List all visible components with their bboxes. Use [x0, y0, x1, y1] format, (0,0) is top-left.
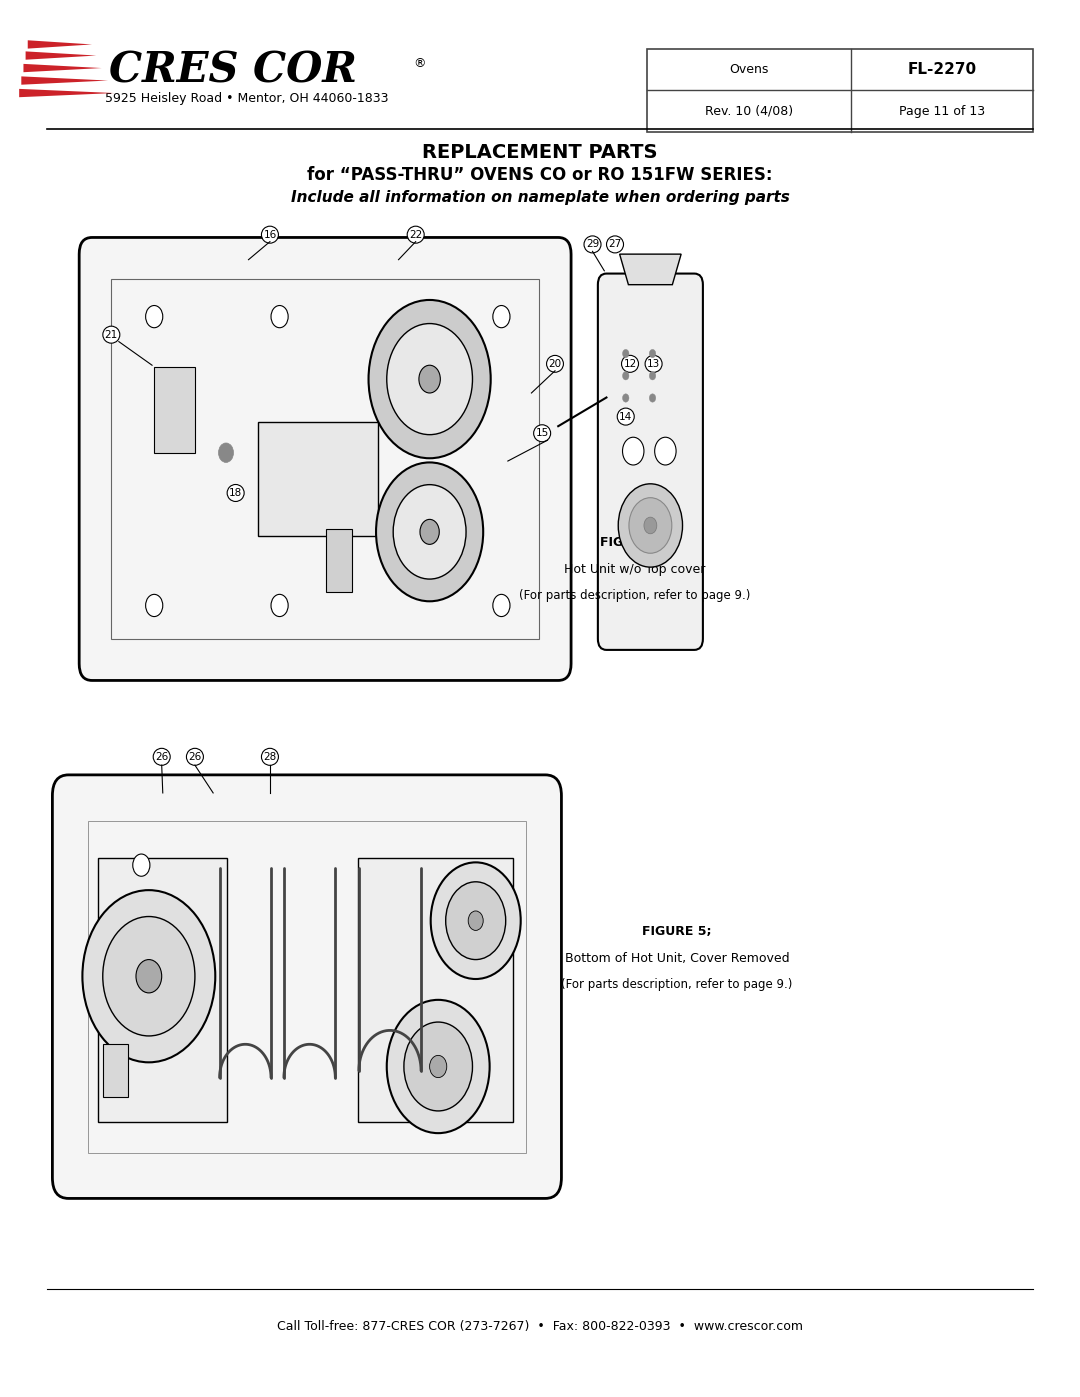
- Bar: [258, 422, 378, 536]
- Text: 21: 21: [105, 330, 118, 339]
- Text: Ovens: Ovens: [729, 63, 769, 75]
- Circle shape: [376, 462, 483, 601]
- Circle shape: [629, 497, 672, 553]
- Polygon shape: [28, 41, 92, 49]
- Polygon shape: [22, 77, 108, 85]
- Circle shape: [622, 372, 629, 380]
- Circle shape: [469, 911, 483, 930]
- Circle shape: [446, 882, 505, 960]
- Text: 29: 29: [585, 239, 599, 250]
- Text: REPLACEMENT PARTS: REPLACEMENT PARTS: [422, 144, 658, 162]
- Text: 12: 12: [623, 359, 636, 369]
- Text: Page 11 of 13: Page 11 of 13: [899, 105, 985, 117]
- Text: 5925 Heisley Road • Mentor, OH 44060-1833: 5925 Heisley Road • Mentor, OH 44060-183…: [105, 92, 389, 105]
- Circle shape: [146, 306, 163, 328]
- Polygon shape: [26, 52, 96, 60]
- Circle shape: [133, 854, 150, 876]
- Circle shape: [649, 372, 656, 380]
- Bar: [326, 529, 352, 591]
- Circle shape: [420, 520, 440, 545]
- Text: Hot Unit w/o Top cover: Hot Unit w/o Top cover: [564, 563, 705, 576]
- Text: Rev. 10 (4/08): Rev. 10 (4/08): [705, 105, 793, 117]
- Text: 15: 15: [536, 429, 549, 439]
- Circle shape: [492, 594, 510, 616]
- Text: (For parts description, refer to page 9.): (For parts description, refer to page 9.…: [562, 978, 793, 990]
- FancyBboxPatch shape: [598, 274, 703, 650]
- Circle shape: [431, 862, 521, 979]
- Text: 22: 22: [409, 229, 422, 240]
- Bar: [111, 279, 539, 638]
- Text: 13: 13: [647, 359, 660, 369]
- Polygon shape: [620, 254, 681, 285]
- Circle shape: [404, 1023, 472, 1111]
- Text: 28: 28: [264, 752, 276, 761]
- Text: ®: ®: [414, 57, 426, 70]
- Circle shape: [654, 437, 676, 465]
- Circle shape: [136, 960, 162, 993]
- Circle shape: [644, 517, 657, 534]
- Text: 16: 16: [264, 229, 276, 240]
- Text: 26: 26: [156, 752, 168, 761]
- Bar: [357, 858, 513, 1122]
- Circle shape: [393, 485, 467, 580]
- Circle shape: [649, 394, 656, 402]
- Text: FIGURE 5;: FIGURE 5;: [643, 925, 712, 939]
- Text: for “PASS-THRU” OVENS CO or RO 151FW SERIES:: for “PASS-THRU” OVENS CO or RO 151FW SER…: [307, 166, 773, 184]
- Bar: [98, 858, 227, 1122]
- Circle shape: [622, 349, 629, 358]
- Circle shape: [82, 890, 215, 1062]
- Circle shape: [368, 300, 490, 458]
- Text: Bottom of Hot Unit, Cover Removed: Bottom of Hot Unit, Cover Removed: [565, 951, 789, 965]
- Text: 20: 20: [549, 359, 562, 369]
- Circle shape: [146, 594, 163, 616]
- Polygon shape: [19, 89, 114, 98]
- Polygon shape: [24, 64, 102, 73]
- Bar: [103, 1045, 129, 1097]
- Text: 22: 22: [319, 488, 333, 497]
- Text: 17: 17: [403, 488, 416, 497]
- Circle shape: [387, 1000, 489, 1133]
- Circle shape: [622, 394, 629, 402]
- Circle shape: [271, 306, 288, 328]
- Circle shape: [387, 324, 472, 434]
- Text: (For parts description, refer to page 9.): (For parts description, refer to page 9.…: [518, 590, 750, 602]
- Circle shape: [218, 443, 233, 462]
- Circle shape: [430, 1055, 447, 1077]
- Text: CRES COR: CRES COR: [109, 50, 357, 92]
- Text: 26: 26: [188, 752, 202, 761]
- FancyBboxPatch shape: [79, 237, 571, 680]
- Text: 27: 27: [608, 239, 622, 250]
- Circle shape: [622, 437, 644, 465]
- Text: 14: 14: [619, 412, 633, 422]
- Circle shape: [492, 306, 510, 328]
- Text: 18: 18: [229, 488, 242, 497]
- Text: 19: 19: [342, 488, 356, 497]
- Text: Include all information on nameplate when ordering parts: Include all information on nameplate whe…: [291, 190, 789, 205]
- Circle shape: [618, 483, 683, 567]
- Circle shape: [271, 594, 288, 616]
- Circle shape: [419, 365, 441, 393]
- Text: FIGURE 4;: FIGURE 4;: [599, 536, 669, 549]
- Text: Call Toll-free: 877-CRES COR (273-7267)  •  Fax: 800-822-0393  •  www.crescor.co: Call Toll-free: 877-CRES COR (273-7267) …: [276, 1320, 804, 1333]
- FancyBboxPatch shape: [53, 775, 562, 1199]
- Text: FL-2270: FL-2270: [907, 61, 976, 77]
- Bar: [647, 49, 1032, 131]
- Bar: [154, 366, 194, 453]
- Bar: [87, 820, 526, 1153]
- Circle shape: [649, 349, 656, 358]
- Circle shape: [103, 916, 194, 1037]
